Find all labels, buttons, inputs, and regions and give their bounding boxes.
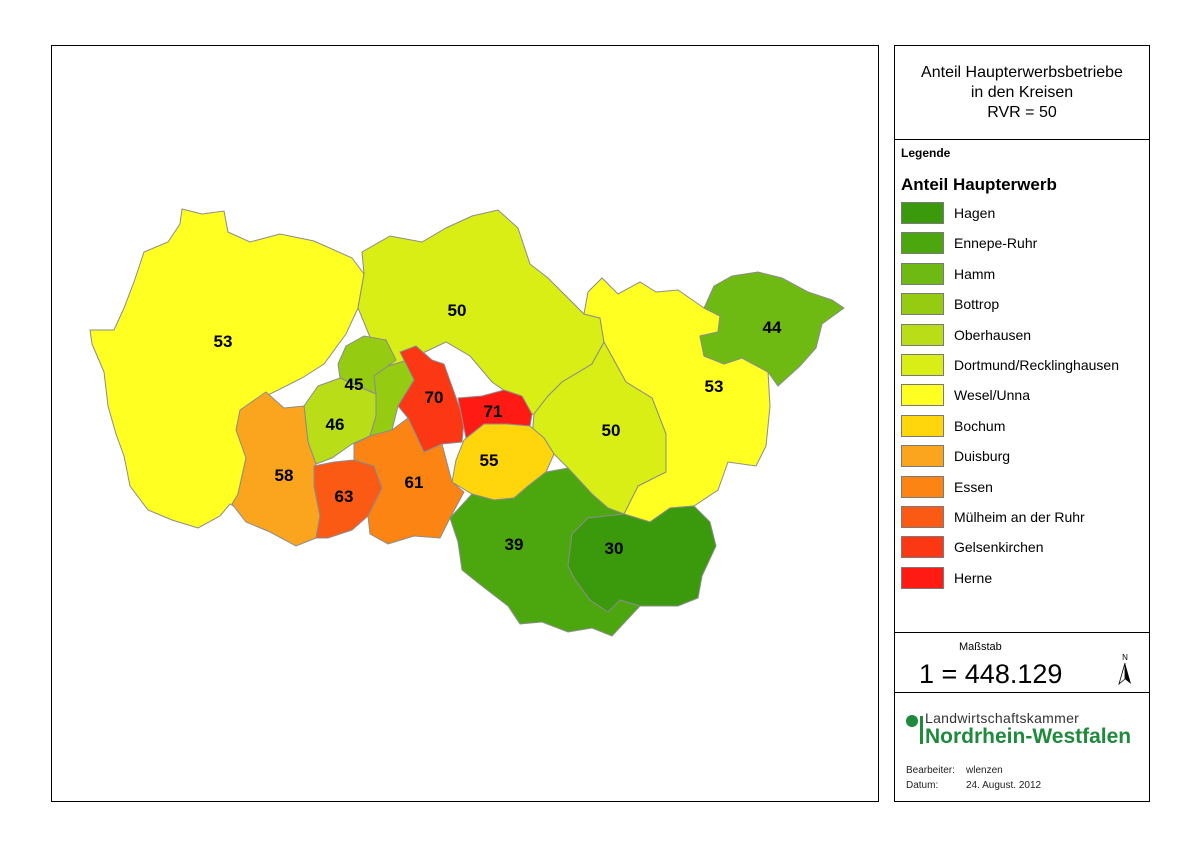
scale-value: 1 = 448.129 — [919, 659, 1063, 689]
legend-item: Essen — [901, 475, 1119, 506]
legend-swatch — [901, 384, 944, 407]
legend-heading: Legende — [901, 146, 951, 160]
legend-label: Dortmund/Recklinghausen — [954, 356, 1119, 373]
region-essen[interactable] — [353, 417, 465, 545]
scale-heading: Maßstab — [959, 641, 1002, 653]
logo-box: Landwirtschaftskammer Nordrhein-Westfale… — [895, 692, 1149, 803]
legend-swatch — [901, 475, 944, 498]
legend-swatch — [901, 202, 944, 224]
legend-swatch — [901, 353, 944, 376]
region-muelheim[interactable] — [313, 459, 383, 539]
side-panel: Anteil Haupterwerbsbetriebe in den Kreis… — [894, 45, 1150, 802]
map-title: Anteil Haupterwerbsbetriebe in den Kreis… — [895, 46, 1149, 140]
legend-item: Oberhausen — [901, 323, 1119, 354]
legend-swatch — [901, 293, 944, 316]
north-arrow-icon: N — [1118, 653, 1131, 686]
logo-line1: Landwirtschaftskammer — [925, 710, 1080, 726]
legend-label: Hamm — [954, 265, 996, 282]
north-label: N — [1122, 653, 1128, 662]
region-hagen[interactable] — [567, 505, 717, 613]
legend-swatch — [901, 414, 944, 437]
legend-label: Herne — [954, 569, 993, 586]
legend-swatch — [901, 445, 944, 468]
legend-label: Duisburg — [954, 448, 1011, 465]
meta-date-value: 24. August. 2012 — [966, 780, 1042, 791]
legend-swatch — [901, 536, 944, 559]
legend-item: Duisburg — [901, 445, 1119, 475]
scale-box: Maßstab 1 = 448.129 N — [895, 632, 1149, 693]
region-oberhausen-inner[interactable] — [369, 359, 415, 437]
legend-swatch — [901, 323, 944, 346]
legend-item: Gelsenkirchen — [901, 536, 1119, 566]
legend-label: Wesel/Unna — [954, 387, 1031, 404]
legend-item: Bottrop — [901, 293, 1119, 323]
map-title-line2: in den Kreisen — [970, 84, 1074, 101]
meta-author-label: Bearbeiter: — [906, 765, 955, 776]
legend-item: Herne — [901, 566, 1119, 597]
legend-label: Ennepe-Ruhr — [954, 235, 1038, 252]
legend-label: Oberhausen — [954, 326, 1032, 343]
map-title-line1: Anteil Haupterwerbsbetriebe — [921, 64, 1123, 81]
meta-date: Datum: 24. August. 2012 — [906, 780, 1041, 791]
legend-swatch — [901, 262, 944, 285]
legend-swatch — [901, 566, 944, 589]
region-gelsenkirchen[interactable] — [397, 345, 465, 453]
map-frame: 53 50 53 44 50 45 46 70 71 55 58 63 61 3… — [51, 45, 879, 802]
lwk-logo-icon — [906, 715, 923, 744]
legend-label: Bochum — [954, 417, 1006, 434]
meta-author: Bearbeiter: wlenzen — [906, 765, 1003, 776]
region-hamm[interactable] — [699, 271, 845, 387]
map-title-line3: RVR = 50 — [987, 104, 1057, 121]
legend-label: Essen — [954, 478, 993, 495]
legend: Legende Anteil Haupterwerb Hagen Ennepe-… — [895, 140, 1149, 633]
logo-line2: Nordrhein-Westfalen — [925, 725, 1132, 748]
legend-title: Anteil Haupterwerb — [901, 175, 1057, 194]
legend-label: Bottrop — [954, 296, 1000, 313]
choropleth-map — [89, 208, 845, 637]
legend-item: Dortmund/Recklinghausen — [901, 353, 1119, 384]
legend-item: Mülheim an der Ruhr — [901, 505, 1119, 536]
legend-item: Hamm — [901, 262, 1119, 293]
region-duisburg[interactable] — [231, 391, 321, 547]
legend-list: Hagen Ennepe-Ruhr Hamm Bottrop Oberhause… — [901, 202, 1119, 597]
legend-item: Ennepe-Ruhr — [901, 232, 1119, 262]
legend-item: Wesel/Unna — [901, 384, 1119, 414]
meta-date-label: Datum: — [906, 780, 939, 791]
legend-item: Bochum — [901, 414, 1119, 445]
legend-item: Hagen — [901, 202, 1119, 232]
legend-swatch — [901, 505, 944, 528]
legend-label: Hagen — [954, 205, 996, 221]
legend-swatch — [901, 232, 944, 255]
meta-author-value: wlenzen — [966, 765, 1003, 776]
legend-label: Gelsenkirchen — [954, 539, 1044, 556]
legend-label: Mülheim an der Ruhr — [954, 508, 1085, 525]
